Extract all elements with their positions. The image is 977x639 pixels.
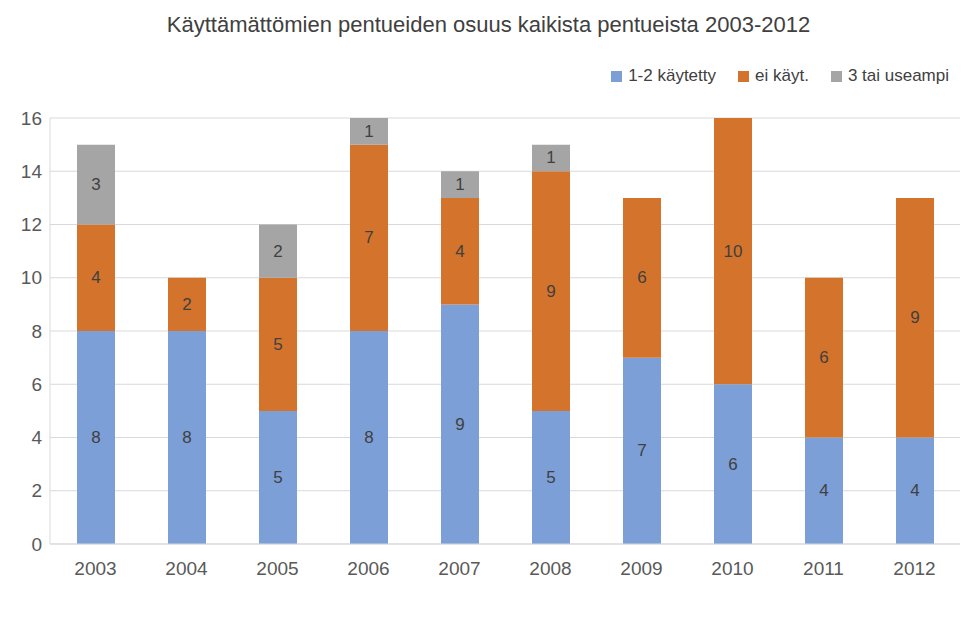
svg-text:4: 4 bbox=[91, 268, 100, 287]
svg-text:6: 6 bbox=[728, 455, 737, 474]
svg-text:2010: 2010 bbox=[711, 558, 753, 579]
html-text:ei käyt.: ei käyt. bbox=[755, 66, 809, 85]
svg-text:2009: 2009 bbox=[620, 558, 662, 579]
svg-text:2: 2 bbox=[182, 295, 191, 314]
svg-text:5: 5 bbox=[273, 335, 282, 354]
svg-text:2006: 2006 bbox=[347, 558, 389, 579]
svg-text:2004: 2004 bbox=[165, 558, 208, 579]
svg-text:2: 2 bbox=[273, 242, 282, 261]
svg-text:2012: 2012 bbox=[893, 558, 935, 579]
svg-text:5: 5 bbox=[273, 468, 282, 487]
svg-text:14: 14 bbox=[21, 161, 43, 182]
html-text:3 tai useampi: 3 tai useampi bbox=[847, 66, 949, 85]
svg-text:0: 0 bbox=[31, 534, 42, 555]
svg-text:6: 6 bbox=[637, 268, 646, 287]
svg-text:7: 7 bbox=[364, 228, 373, 247]
svg-text:2003: 2003 bbox=[74, 558, 116, 579]
svg-text:3: 3 bbox=[91, 175, 100, 194]
svg-text:8: 8 bbox=[91, 428, 100, 447]
svg-text:8: 8 bbox=[182, 428, 191, 447]
svg-text:6: 6 bbox=[819, 348, 828, 367]
svg-text:2007: 2007 bbox=[438, 558, 480, 579]
svg-text:4: 4 bbox=[31, 427, 42, 448]
svg-text:9: 9 bbox=[546, 282, 555, 301]
svg-text:6: 6 bbox=[31, 374, 42, 395]
svg-text:8: 8 bbox=[364, 428, 373, 447]
svg-text:12: 12 bbox=[21, 214, 42, 235]
svg-text:1: 1 bbox=[546, 148, 555, 167]
svg-text:5: 5 bbox=[546, 468, 555, 487]
svg-text:10: 10 bbox=[21, 267, 42, 288]
svg-text:1: 1 bbox=[455, 175, 464, 194]
svg-text:2008: 2008 bbox=[529, 558, 571, 579]
svg-text:8: 8 bbox=[31, 321, 42, 342]
svg-text:10: 10 bbox=[724, 242, 743, 261]
svg-text:4: 4 bbox=[910, 481, 919, 500]
svg-text:4: 4 bbox=[819, 481, 828, 500]
svg-text:2: 2 bbox=[31, 480, 42, 501]
svg-text:2011: 2011 bbox=[803, 558, 844, 579]
svg-text:16: 16 bbox=[21, 108, 42, 129]
svg-text:1: 1 bbox=[364, 122, 373, 141]
svg-text:9: 9 bbox=[455, 415, 464, 434]
svg-text:2005: 2005 bbox=[256, 558, 298, 579]
svg-text:7: 7 bbox=[637, 441, 646, 460]
html-text:1-2 käytetty: 1-2 käytetty bbox=[628, 66, 716, 85]
html-text:Käyttämättömien pentueiden osu: Käyttämättömien pentueiden osuus kaikist… bbox=[166, 12, 811, 37]
svg-text:4: 4 bbox=[455, 242, 464, 261]
svg-text:9: 9 bbox=[910, 308, 919, 327]
